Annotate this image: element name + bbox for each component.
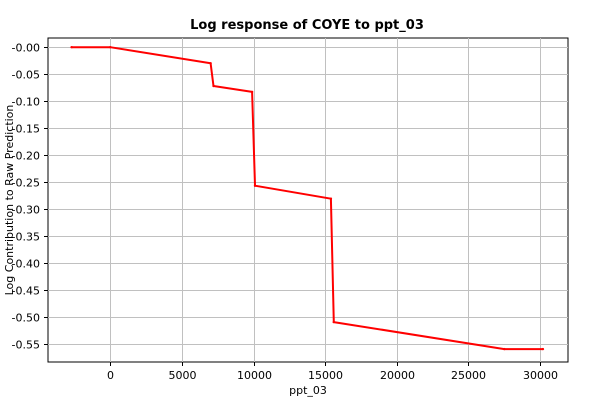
y-tick-label: -0.20 — [12, 150, 40, 163]
y-tick-label: -0.55 — [12, 339, 40, 352]
series-line — [71, 46, 543, 351]
grid-lines — [48, 38, 568, 362]
chart-title: Log response of COYE to ppt_03 — [190, 18, 424, 33]
data-point — [212, 84, 215, 88]
data-point — [329, 197, 333, 200]
x-tick-label: 25000 — [451, 369, 486, 382]
y-tick-label: -0.35 — [12, 231, 40, 244]
y-tick-label: -0.15 — [12, 123, 40, 136]
y-tick-label: -0.45 — [12, 285, 40, 298]
x-tick-label: 15000 — [308, 369, 343, 382]
data-point — [253, 184, 257, 187]
x-tick-label: 5000 — [169, 369, 197, 382]
x-tick-label: 0 — [107, 369, 114, 382]
data-point — [332, 320, 335, 324]
series-layer — [70, 46, 545, 351]
data-point — [70, 46, 73, 49]
data-point — [541, 347, 545, 351]
y-tick-label: -0.25 — [12, 177, 40, 190]
x-axis: 0 5000 10000 15000 20000 25000 30000 — [107, 362, 558, 382]
x-tick-label: 20000 — [380, 369, 415, 382]
x-tick-label: 10000 — [237, 369, 272, 382]
data-point — [250, 90, 254, 94]
y-tick-label: -0.10 — [12, 96, 40, 109]
y-tick-label: -0.30 — [12, 204, 40, 217]
x-tick-label: 30000 — [523, 369, 558, 382]
y-axis-label: Log Contribution to Raw Prediction — [3, 105, 16, 296]
x-axis-label: ppt_03 — [289, 384, 327, 397]
y-tick-label: -0.50 — [12, 312, 40, 325]
y-axis: -0.00 -0.05 -0.10 -0.15 -0.20 -0.25 -0.30 -0.35… — [12, 42, 48, 352]
data-point — [109, 46, 112, 49]
y-tick-label: -0.00 — [12, 42, 40, 55]
data-point — [503, 347, 506, 351]
data-point — [209, 62, 212, 65]
y-tick-label: -0.40 — [12, 258, 40, 271]
plot-area — [47, 37, 569, 363]
y-tick-label: -0.05 — [12, 69, 40, 82]
